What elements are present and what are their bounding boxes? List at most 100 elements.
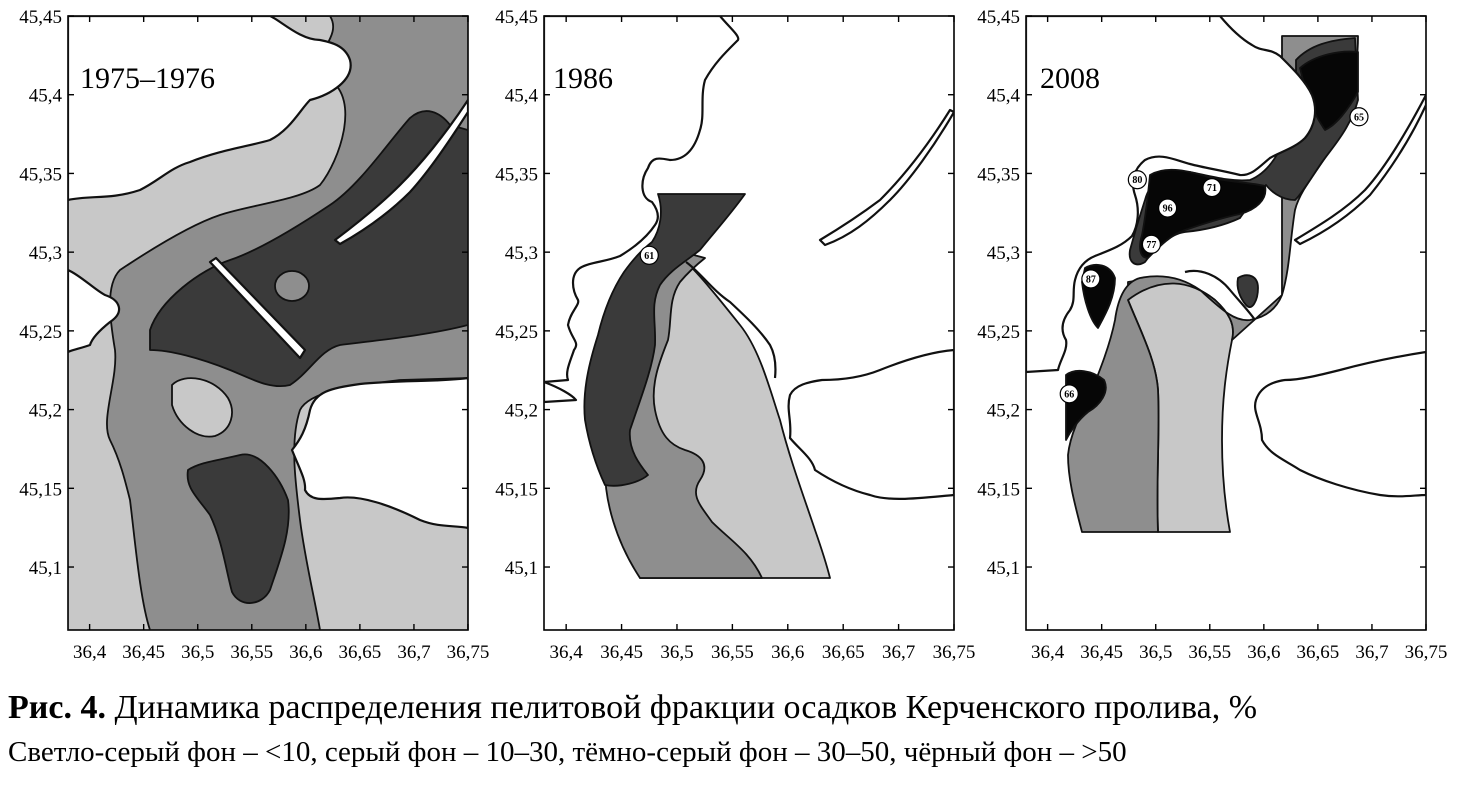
- station-circle: [1158, 198, 1178, 218]
- map-panel-2008: 2008: [1025, 15, 1427, 631]
- y-tick-label: 45,25: [977, 322, 1020, 343]
- x-tick-label: 36,5: [181, 642, 214, 663]
- zone-dark-gray-main: [149, 110, 468, 387]
- panel-year-label: 2008: [1040, 62, 1100, 95]
- y-tick-label: 45,35: [495, 164, 538, 185]
- zone-gray-lens: [274, 270, 310, 302]
- y-tick-label: 45,45: [19, 7, 62, 28]
- spit-chushka: [818, 108, 954, 247]
- x-tick-label: 36,6: [289, 642, 322, 663]
- x-tick-label: 36,55: [1188, 642, 1231, 663]
- x-tick-label: 36,75: [933, 642, 976, 663]
- station-marker: 66: [1059, 384, 1079, 404]
- caption-title: Рис. 4. Динамика распределения пелитовой…: [8, 686, 1458, 730]
- map-panel-1975: 1975–1976: [67, 15, 469, 631]
- land-taman: [787, 348, 954, 500]
- caption-legend: Светло-серый фон – <10, серый фон – 10–3…: [8, 736, 1127, 768]
- spit-tuzla: [1184, 269, 1256, 321]
- panel-year-label: 1975–1976: [80, 62, 215, 95]
- x-tick-label: 36,75: [1405, 642, 1448, 663]
- y-tick-label: 45,1: [987, 558, 1020, 579]
- station-marker: 96: [1158, 198, 1178, 218]
- y-tick-label: 45,25: [495, 322, 538, 343]
- x-tick-label: 36,65: [1297, 642, 1340, 663]
- land-taman: [1254, 350, 1426, 498]
- x-tick-label: 36,4: [1031, 642, 1065, 663]
- station-circle: [639, 245, 659, 265]
- y-tick-label: 45,4: [987, 86, 1021, 107]
- y-tick-label: 45,1: [29, 558, 62, 579]
- y-tick-label: 45,2: [505, 401, 538, 422]
- map-axes: 36,4 36,45 36,5 36,55 36,6 36,65 36,7 36,75 45,4…: [19, 7, 1447, 663]
- x-tick-label: 36,6: [771, 642, 804, 663]
- y-tick-label: 45,35: [977, 164, 1020, 185]
- y-tick-label: 45,4: [505, 86, 539, 107]
- x-tick-label: 36,45: [600, 642, 643, 663]
- land-kerch: [1026, 16, 1317, 374]
- station-circle: [1059, 384, 1079, 404]
- zone-black-bay: [1139, 168, 1267, 259]
- x-tick-label: 36,45: [1080, 642, 1123, 663]
- y-tick-label: 45,15: [495, 479, 538, 500]
- y-tick-label: 45,15: [19, 479, 62, 500]
- zone-dark-gray-south: [186, 453, 290, 604]
- caption-title-text: Динамика распределения пелитовой фракции…: [105, 689, 1258, 726]
- y-tick-label: 45,3: [505, 243, 538, 264]
- y-tick-label: 45,2: [987, 401, 1020, 422]
- station-label: 77: [1146, 240, 1156, 251]
- x-tick-label: 36,75: [447, 642, 490, 663]
- station-circle: [1349, 107, 1369, 127]
- spit-chushka: [333, 98, 468, 246]
- x-tick-label: 36,4: [550, 642, 584, 663]
- x-tick-label: 36,6: [1247, 642, 1280, 663]
- land-kerch-south: [68, 268, 121, 354]
- station-marker: 80: [1127, 170, 1147, 190]
- x-tick-label: 36,65: [822, 642, 865, 663]
- station-label: 66: [1064, 389, 1074, 400]
- station-label: 71: [1207, 183, 1217, 194]
- x-tick-label: 36,7: [397, 642, 430, 663]
- map-panel-1986: 1986: [543, 15, 955, 631]
- y-tick-label: 45,3: [29, 243, 62, 264]
- x-tick-label: 36,55: [711, 642, 754, 663]
- y-tick-label: 45,2: [29, 401, 62, 422]
- x-tick-label: 36,5: [1139, 642, 1172, 663]
- zone-dark-gray: [583, 193, 746, 487]
- x-tick-label: 36,45: [122, 642, 165, 663]
- x-tick-label: 36,55: [230, 642, 273, 663]
- station-label: 96: [1163, 204, 1173, 215]
- station-label: 61: [644, 251, 654, 262]
- land-kerch-north: [68, 16, 352, 202]
- spit-tuzla: [685, 261, 777, 379]
- y-tick-label: 45,35: [19, 164, 62, 185]
- y-tick-label: 45,3: [987, 243, 1020, 264]
- y-tick-label: 45,15: [977, 479, 1020, 500]
- x-tick-label: 36,7: [1355, 642, 1388, 663]
- y-tick-label: 45,45: [977, 7, 1020, 28]
- spit-chushka: [1293, 93, 1426, 246]
- zone-dark-gray-lens: [1236, 274, 1259, 308]
- station-circle: [1202, 178, 1222, 198]
- station-circle: [1127, 170, 1147, 190]
- station-marker: 65: [1349, 107, 1369, 127]
- zone-light-gray-lens: [171, 377, 233, 438]
- x-tick-label: 36,5: [660, 642, 693, 663]
- station-marker: 71: [1202, 178, 1222, 198]
- map-figure: 1975–1976 1986: [19, 7, 1447, 663]
- station-marker: 87: [1081, 269, 1101, 289]
- caption-prefix: Рис. 4.: [8, 689, 106, 726]
- land-kerch-south: [544, 380, 578, 404]
- station-label: 80: [1132, 175, 1142, 186]
- panel-year-label: 1986: [553, 62, 613, 95]
- station-marker: 61: [639, 245, 659, 265]
- y-tick-label: 45,45: [495, 7, 538, 28]
- land-taman: [290, 376, 468, 530]
- x-tick-label: 36,65: [339, 642, 382, 663]
- figure-caption: Рис. 4. Динамика распределения пелитовой…: [8, 686, 1458, 772]
- station-marker: 77: [1141, 234, 1162, 254]
- station-label: 87: [1086, 274, 1096, 285]
- station-circle: [1081, 269, 1101, 289]
- x-tick-label: 36,7: [882, 642, 915, 663]
- station-markers: 61 80 71 96 77 87 65 66: [639, 107, 1369, 404]
- x-tick-label: 36,4: [73, 642, 107, 663]
